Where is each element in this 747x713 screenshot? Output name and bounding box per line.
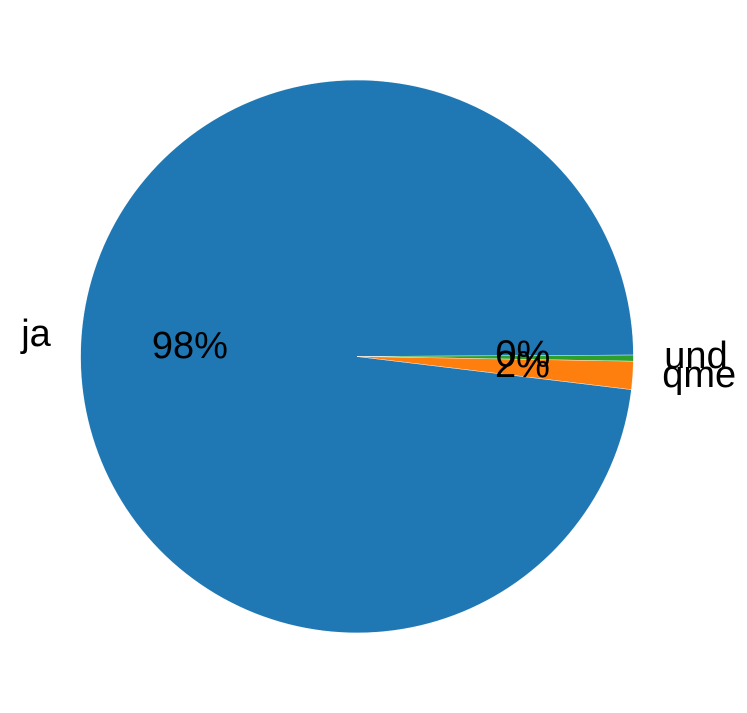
svg-text:98%: 98% bbox=[152, 325, 228, 367]
svg-text:ja: ja bbox=[20, 313, 51, 355]
svg-text:qme: qme bbox=[662, 354, 736, 396]
svg-text:2%: 2% bbox=[495, 344, 550, 386]
